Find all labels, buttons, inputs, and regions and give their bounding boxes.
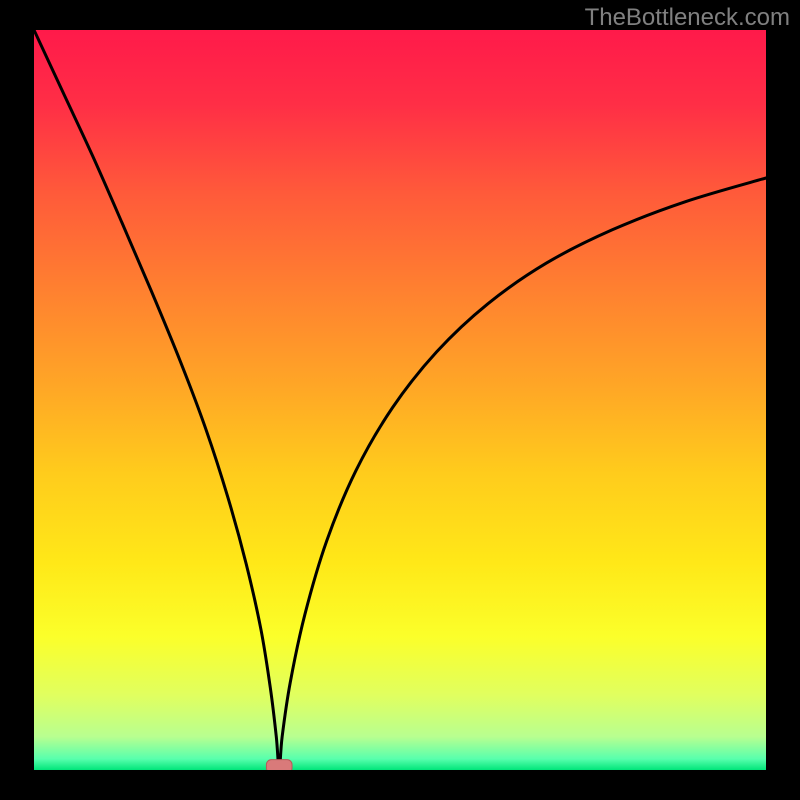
optimal-point-marker — [266, 760, 292, 770]
watermark-text: TheBottleneck.com — [585, 4, 790, 32]
gradient-background — [34, 30, 766, 770]
chart-container: TheBottleneck.com — [0, 0, 800, 800]
bottleneck-chart — [34, 30, 766, 770]
